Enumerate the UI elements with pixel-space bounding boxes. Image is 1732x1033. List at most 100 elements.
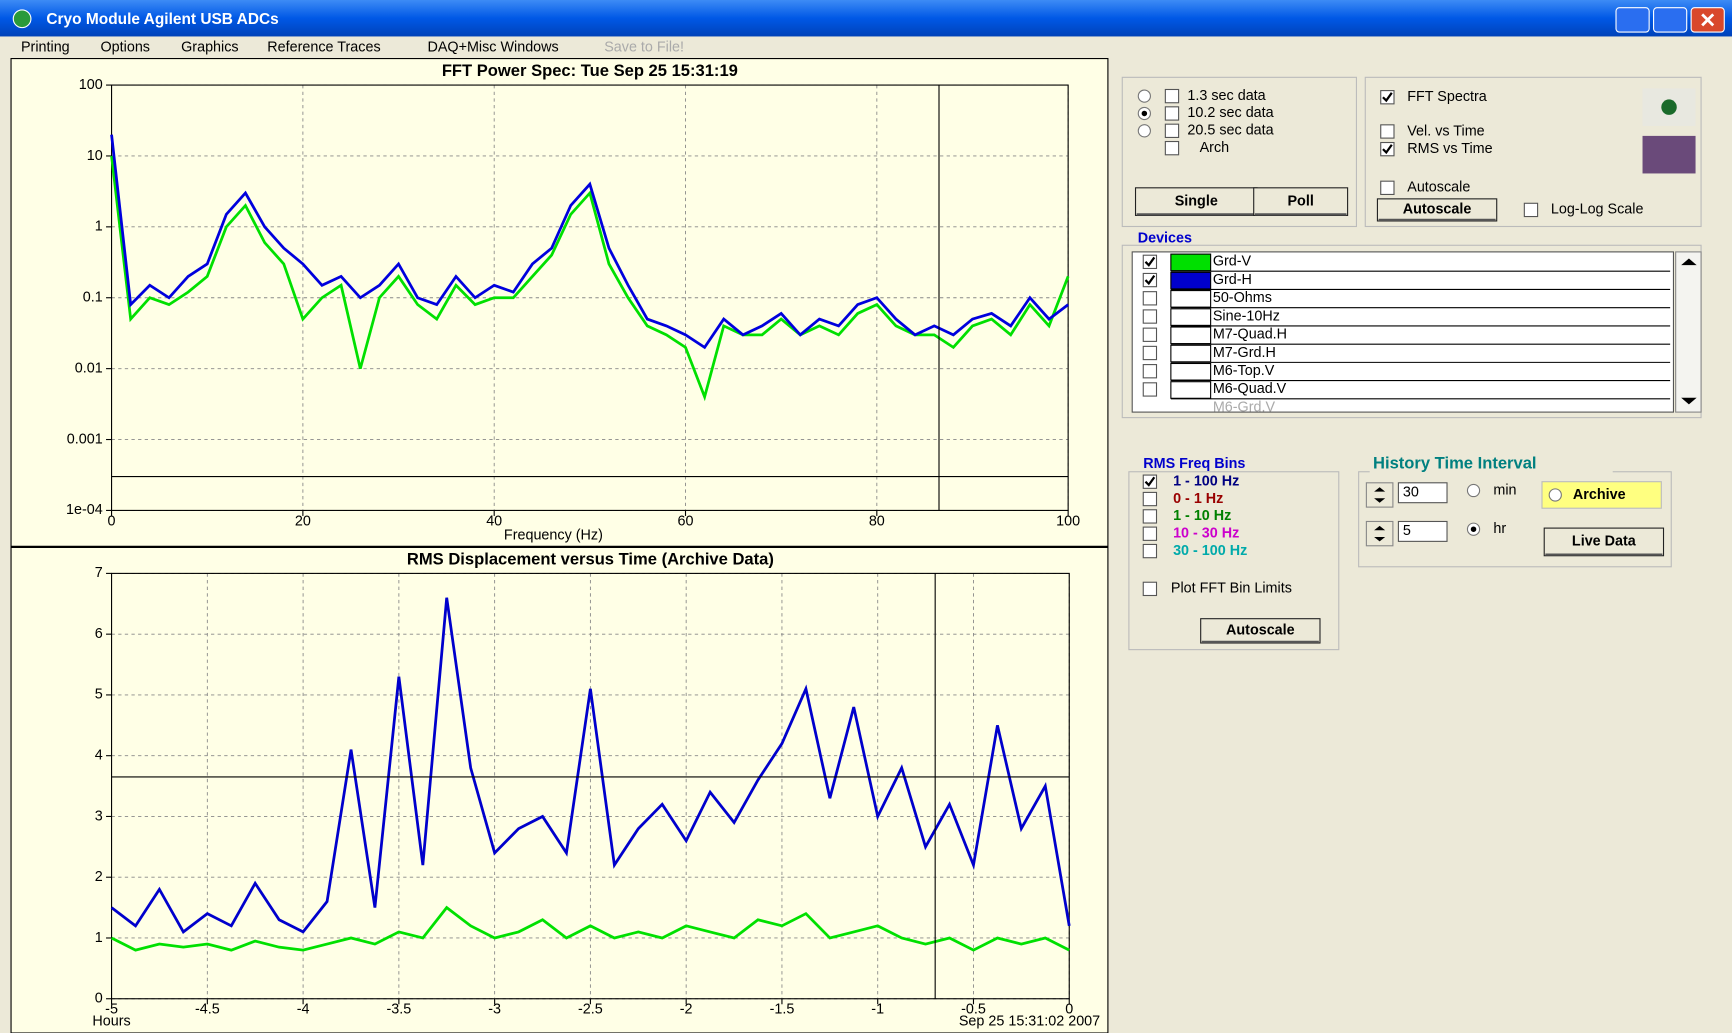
radio[interactable] — [1138, 90, 1150, 102]
y-tick-label: 10 — [87, 148, 103, 164]
rms-bin: 1 - 10 Hz — [1173, 508, 1231, 524]
maximize-button[interactable] — [1654, 8, 1687, 32]
y-tick-label: 6 — [95, 626, 103, 642]
y-tick-label: 0 — [95, 991, 103, 1007]
plot-option: Vel. vs Time — [1407, 123, 1484, 139]
group-title: History Time Interval — [1373, 453, 1537, 472]
y-tick-label: 5 — [95, 687, 103, 703]
button-label: Poll — [1287, 193, 1313, 209]
radio-dot — [1471, 526, 1477, 532]
device-name: Grd-H — [1213, 272, 1252, 288]
menu-item: DAQ+Misc Windows — [427, 39, 558, 55]
checkbox[interactable] — [1381, 181, 1394, 194]
y-tick-label: 0.001 — [67, 431, 103, 447]
app-window: Cryo Module Agilent USB ADCs Printing Opt… — [0, 0, 1732, 1033]
menu-item: Options — [101, 39, 150, 55]
y-tick-label: 2 — [95, 869, 103, 885]
checkbox[interactable] — [1143, 346, 1156, 359]
y-tick-label: 3 — [95, 808, 103, 824]
device-name: M6-Quad.V — [1213, 381, 1287, 397]
button-label: Autoscale — [1226, 623, 1295, 639]
device-name: M6-Top.V — [1213, 363, 1275, 379]
radio[interactable] — [1549, 489, 1561, 501]
unit-label: hr — [1493, 521, 1506, 537]
spinner[interactable] — [1366, 483, 1393, 507]
option-label: Plot FFT Bin Limits — [1171, 581, 1292, 597]
device-swatch — [1171, 363, 1211, 380]
y-tick-label: 7 — [95, 565, 103, 581]
plot-option: RMS vs Time — [1407, 141, 1492, 157]
y-tick-label: 1e-04 — [66, 502, 103, 518]
rms-bin: 30 - 100 Hz — [1173, 543, 1247, 559]
menu-item: Save to File! — [604, 39, 684, 55]
data-span-option: 10.2 sec data — [1187, 105, 1273, 121]
chart-title: RMS Displacement versus Time (Archive Da… — [407, 550, 774, 569]
y-tick-label: 0.1 — [83, 290, 103, 306]
radio-dot — [1142, 111, 1148, 117]
device-name: M7-Grd.H — [1213, 345, 1276, 361]
minimize-button[interactable] — [1616, 8, 1649, 32]
data-span-option: Arch — [1200, 140, 1230, 156]
menu-item: Printing — [21, 39, 70, 55]
device-swatch — [1171, 327, 1211, 344]
window-title: Cryo Module Agilent USB ADCs — [46, 11, 278, 28]
timestamp: Sep 25 15:31:02 2007 — [959, 1014, 1100, 1030]
spider-body — [1661, 99, 1676, 114]
x-axis-label: Hours — [92, 1014, 130, 1030]
checkbox[interactable] — [1381, 125, 1394, 138]
checkbox[interactable] — [1143, 328, 1156, 341]
group-title: Devices — [1138, 230, 1192, 246]
image-icon — [1643, 136, 1696, 174]
rms-bin: 10 - 30 Hz — [1173, 526, 1239, 542]
device-swatch — [1171, 254, 1211, 271]
data-span-option: 20.5 sec data — [1187, 123, 1273, 139]
device-name: Sine-10Hz — [1213, 308, 1280, 324]
checkbox[interactable] — [1143, 310, 1156, 323]
checkbox[interactable] — [1143, 582, 1156, 595]
device-swatch — [1171, 309, 1211, 326]
spinner[interactable] — [1366, 521, 1393, 545]
y-tick-label: 1 — [95, 930, 103, 946]
device-name: M6-Grd.V — [1213, 399, 1276, 415]
app-icon — [13, 10, 31, 28]
text-box-value: 30 — [1403, 485, 1419, 501]
chart-title: FFT Power Spec: Tue Sep 25 15:31:19 — [442, 61, 738, 80]
device-name: Grd-V — [1213, 254, 1252, 270]
y-tick-label: 0.01 — [75, 360, 103, 376]
data-span-option: 1.3 sec data — [1187, 88, 1265, 104]
radio[interactable] — [1467, 484, 1479, 496]
checkbox[interactable] — [1143, 510, 1156, 523]
checkbox[interactable] — [1165, 89, 1178, 102]
checkbox[interactable] — [1143, 527, 1156, 540]
y-tick-label: 1 — [95, 219, 103, 235]
plot-option: Autoscale — [1407, 180, 1470, 196]
checkbox[interactable] — [1165, 124, 1178, 137]
text-box-value: 5 — [1403, 523, 1411, 539]
checkbox[interactable] — [1143, 383, 1156, 396]
checkbox[interactable] — [1143, 492, 1156, 505]
plot-option: Log-Log Scale — [1551, 202, 1644, 218]
checkbox[interactable] — [1143, 365, 1156, 378]
device-name: 50-Ohms — [1213, 290, 1272, 306]
checkbox[interactable] — [1143, 292, 1156, 305]
y-tick-label: 4 — [95, 747, 103, 763]
button-label: Autoscale — [1403, 202, 1472, 218]
checkbox[interactable] — [1165, 107, 1178, 120]
checkbox[interactable] — [1524, 203, 1537, 216]
group-title: RMS Freq Bins — [1143, 456, 1245, 472]
radio[interactable] — [1138, 125, 1150, 137]
checkbox[interactable] — [1143, 544, 1156, 557]
device-swatch — [1171, 345, 1211, 362]
archive-label: Archive — [1573, 487, 1626, 503]
y-tick-label: 100 — [79, 77, 103, 93]
device-name: M7-Quad.H — [1213, 327, 1287, 343]
button-label: Live Data — [1572, 534, 1637, 550]
x-axis-label: Frequency (Hz) — [504, 528, 603, 544]
scrollbar[interactable] — [1676, 252, 1701, 412]
button-label: Single — [1175, 193, 1218, 209]
plot-option: FFT Spectra — [1407, 89, 1487, 105]
rms-bin: 1 - 100 Hz — [1173, 473, 1239, 489]
menu-item: Reference Traces — [267, 39, 380, 55]
checkbox[interactable] — [1165, 142, 1178, 155]
device-swatch — [1171, 291, 1211, 308]
